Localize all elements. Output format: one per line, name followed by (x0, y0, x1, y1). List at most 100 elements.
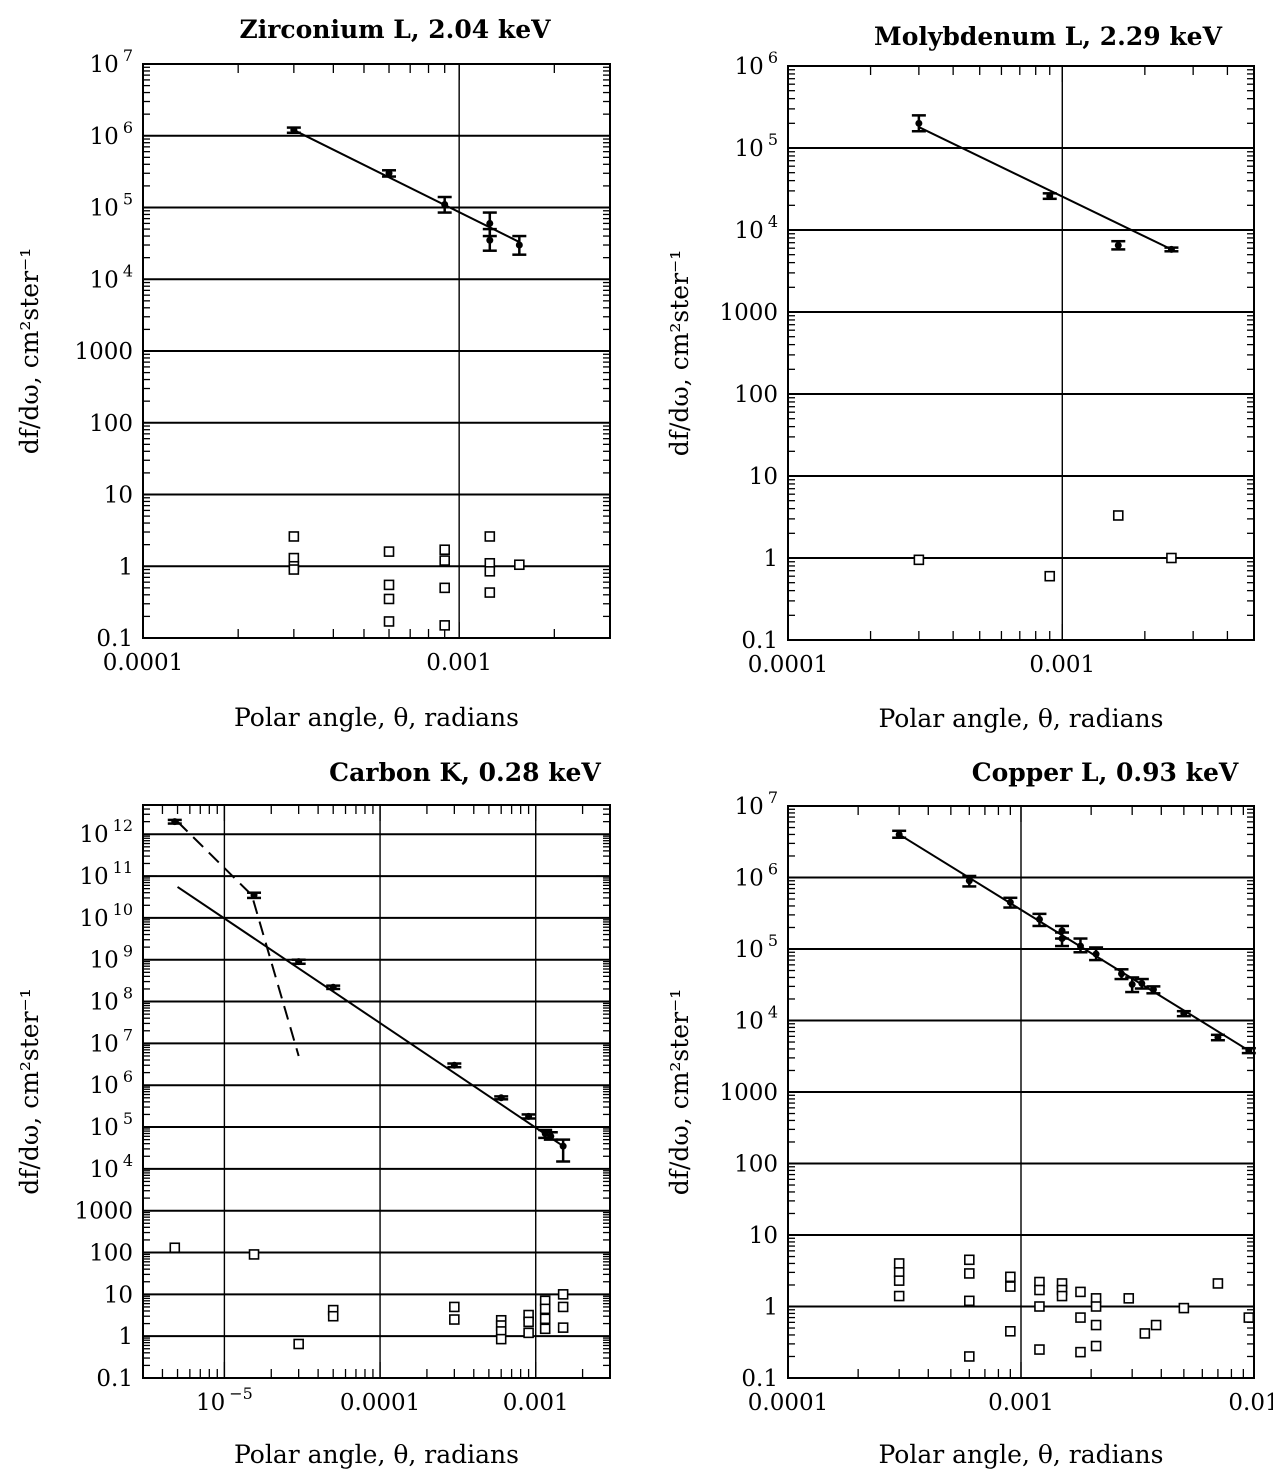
measured-point (1146, 985, 1161, 995)
ratio-marker (893, 1258, 905, 1269)
ratio-marker (1178, 1302, 1190, 1314)
y-tick-label: 10 12 (79, 816, 133, 848)
data-point (965, 877, 973, 885)
ratio-marker (1112, 510, 1124, 521)
y-axis-label: df/dω, cm²ster⁻¹ (15, 988, 44, 1195)
ratio-marker (1166, 552, 1177, 564)
y-tick-label: 10 4 (735, 1003, 778, 1035)
measured-point (1073, 937, 1088, 954)
ratio-marker (1034, 1284, 1045, 1296)
data-point (1149, 986, 1157, 994)
ratio-marker (539, 1323, 551, 1335)
data-point (1128, 980, 1136, 988)
ratio-marker (1123, 1293, 1135, 1304)
x-tick-label: 10 −5 (196, 1384, 253, 1416)
measured-point (556, 1138, 571, 1163)
data-point (559, 1142, 567, 1150)
x-tick-label: 0.001 (503, 1390, 569, 1416)
ratio-marker (1056, 1290, 1068, 1302)
data-point (486, 236, 494, 244)
measured-point (494, 1094, 509, 1102)
measured-point (1032, 912, 1047, 928)
ratio-marker (484, 531, 496, 542)
data-point (1046, 192, 1054, 200)
ratio-marker (439, 620, 450, 631)
fit-line (293, 129, 520, 243)
fit-line-dashed (176, 820, 300, 1057)
data-point (1138, 979, 1146, 987)
y-tick-label: 10 5 (90, 190, 133, 222)
y-tick-label: 10 9 (90, 942, 133, 974)
ratio-marker (523, 1327, 534, 1339)
y-axis-label: df/dω, cm²ster⁻¹ (665, 989, 694, 1196)
y-tick-label: 1000 (74, 339, 133, 365)
ratio-marker (1243, 1312, 1255, 1323)
y-tick-label: 10 10 (79, 900, 133, 932)
data-point (1058, 935, 1066, 943)
data-point (1180, 1010, 1188, 1018)
y-tick-label: 1000 (719, 1080, 778, 1106)
data-point (1092, 950, 1100, 958)
ratio-marker (1005, 1325, 1016, 1337)
plot-frame (142, 804, 611, 1379)
measured-point (167, 818, 182, 826)
y-tick-label: 10 (749, 464, 778, 490)
measured-point (382, 169, 397, 178)
ratio-marker (1090, 1319, 1102, 1331)
y-tick-label: 1000 (74, 1199, 133, 1225)
measured-point (1164, 245, 1179, 253)
data-point (915, 119, 923, 127)
data-point (486, 219, 494, 227)
y-tick-label: 10 5 (735, 931, 778, 963)
measured-point (247, 891, 262, 900)
ratio-marker (913, 554, 925, 566)
data-point (1006, 898, 1014, 906)
x-tick-label: 0.001 (426, 650, 492, 676)
ratio-marker (439, 582, 450, 594)
y-tick-label: 10 6 (90, 118, 133, 150)
ratio-marker (383, 616, 395, 627)
x-tick-label: 0.0001 (748, 1390, 828, 1416)
y-tick-label: 1000 (719, 300, 778, 326)
chart-title: Carbon K, 0.28 keV (329, 758, 601, 787)
y-tick-label: 100 (734, 1152, 778, 1178)
y-tick-label: 100 (89, 1241, 133, 1267)
ratio-marker (439, 544, 450, 556)
ratio-marker (383, 593, 395, 605)
y-tick-label: 10 5 (735, 130, 778, 162)
y-axis-label: df/dω, cm²ster⁻¹ (665, 250, 694, 457)
measured-point (1055, 931, 1070, 948)
measured-point (1114, 968, 1129, 981)
data-point (1214, 1033, 1222, 1041)
y-tick-label: 0.1 (96, 626, 133, 652)
x-tick-label: 0.001 (988, 1390, 1054, 1416)
ratio-marker (557, 1322, 569, 1333)
data-point (1118, 970, 1126, 978)
ratio-marker (383, 579, 395, 591)
ratio-marker (1005, 1271, 1016, 1283)
ratio-marker (293, 1338, 304, 1350)
x-tick-label: 0.0001 (748, 652, 828, 678)
measured-point (447, 1061, 462, 1069)
y-tick-label: 0.1 (741, 1366, 778, 1392)
y-tick-label: 1 (763, 1295, 778, 1321)
y-tick-label: 10 7 (735, 788, 778, 820)
y-axis-label: df/dω, cm²ster⁻¹ (15, 248, 44, 455)
ratio-marker (964, 1254, 975, 1266)
ratio-marker (964, 1351, 975, 1362)
measured-point (512, 234, 527, 256)
ratio-marker (1150, 1319, 1162, 1331)
measured-point (1210, 1033, 1225, 1042)
y-tick-label: 10 4 (90, 1151, 133, 1183)
data-point (547, 1132, 555, 1140)
data-point (497, 1094, 505, 1102)
measured-point (911, 114, 926, 133)
chart-title: Zirconium L, 2.04 keV (239, 15, 551, 44)
fit-line (176, 886, 564, 1147)
ratio-marker (1139, 1328, 1151, 1339)
data-point (385, 169, 393, 177)
ratio-marker (1075, 1346, 1086, 1358)
y-tick-label: 10 11 (79, 858, 133, 890)
